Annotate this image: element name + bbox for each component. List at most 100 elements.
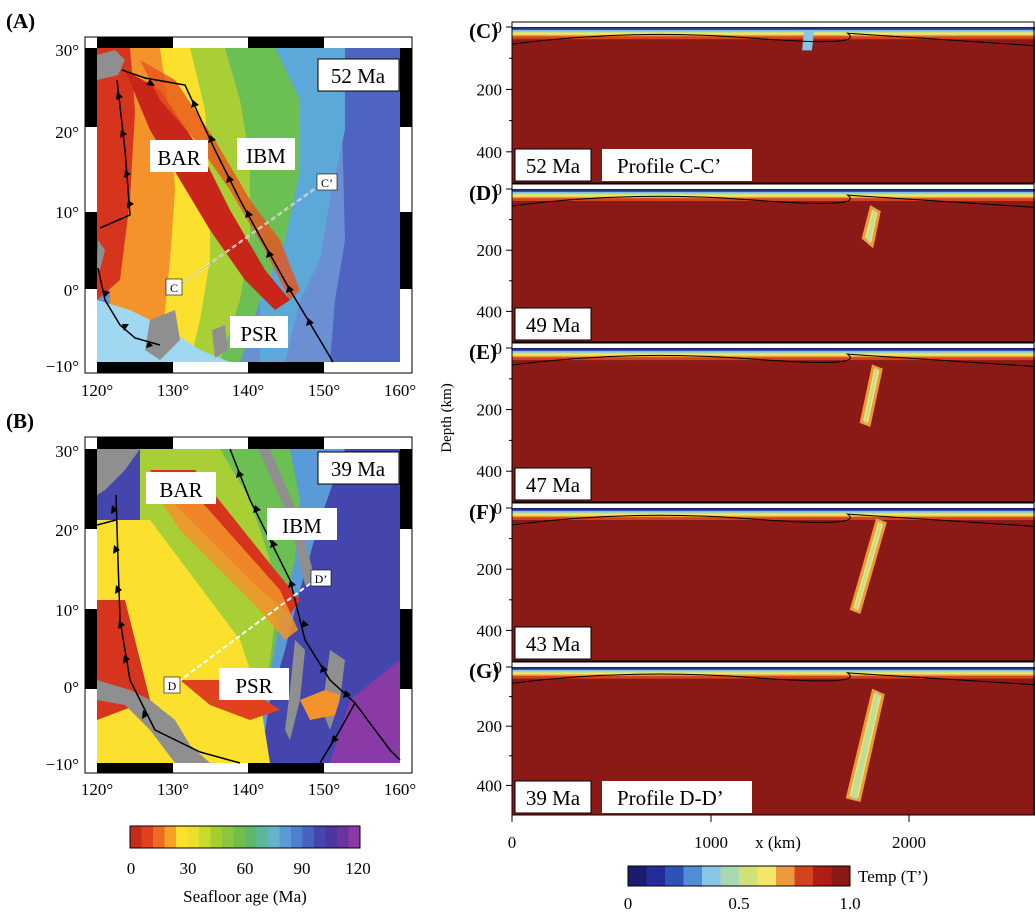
- panel-a-label-ibm: IBM: [246, 144, 286, 168]
- lithosphere-band: [512, 31, 1035, 35]
- temp-swatch: [628, 866, 647, 886]
- profile-title-box: [602, 781, 752, 813]
- age-colorbar: 0 30 60 90 120 Seafloor age (Ma): [127, 825, 371, 906]
- svg-text:0: 0: [508, 833, 517, 852]
- svg-text:30: 30: [180, 859, 197, 878]
- slab-core: [850, 690, 881, 801]
- svg-text:30°: 30°: [55, 41, 79, 60]
- svg-text:150°: 150°: [308, 381, 340, 400]
- profile-x-ticks: 0 1000 2000: [508, 815, 926, 852]
- svg-text:140°: 140°: [232, 780, 264, 799]
- lithosphere-band: [512, 509, 1035, 513]
- panel-a-frame-ticks: [85, 37, 412, 373]
- profile-age: 52 Ma: [526, 154, 581, 178]
- profile-letter: (D): [469, 181, 498, 205]
- svg-text:30°: 30°: [55, 442, 79, 461]
- age-swatch: [130, 826, 142, 848]
- age-swatch: [222, 826, 234, 848]
- profile-title: Profile C-C’: [617, 154, 721, 178]
- age-swatch: [314, 826, 326, 848]
- age-swatch: [348, 826, 361, 848]
- lithosphere-band: [512, 354, 1035, 358]
- temp-swatch: [776, 866, 795, 886]
- isotherm-line: [511, 513, 1035, 527]
- lithosphere-band: [512, 511, 1035, 514]
- age-swatch: [187, 826, 200, 848]
- temp-colorbar-label: Temp (T’): [858, 867, 928, 886]
- svg-text:130°: 130°: [157, 780, 189, 799]
- panel-b-frame-ticks: [85, 437, 412, 773]
- profile-age-box: [514, 780, 592, 814]
- temp-swatch: [683, 866, 703, 886]
- lithosphere-band: [512, 672, 1035, 676]
- profile-letter: (F): [469, 500, 496, 524]
- lithosphere-band: [512, 36, 1035, 40]
- depth-tick-label: 400: [477, 143, 503, 162]
- profile-age-box: [514, 148, 592, 182]
- profile-age: 39 Ma: [526, 786, 581, 810]
- svg-text:160°: 160°: [384, 780, 416, 799]
- age-swatch: [164, 826, 177, 848]
- temp-swatch: [646, 866, 666, 886]
- svg-text:20°: 20°: [55, 521, 79, 540]
- age-swatch: [325, 826, 338, 848]
- panel-b-profile-line: [177, 579, 316, 683]
- profile-panel-1: 0 200 400 (C) 52 Ma Profile C-C’: [469, 18, 1035, 184]
- profile-age-box: [514, 307, 592, 341]
- svg-text:140°: 140°: [232, 381, 264, 400]
- isotherm-line: [511, 672, 1035, 686]
- lithosphere-band: [512, 190, 1035, 194]
- age-swatch: [233, 826, 246, 848]
- lithosphere-band: [512, 196, 1035, 200]
- profile-age-box: [514, 467, 592, 501]
- panel-b-letter: (B): [6, 409, 34, 433]
- profile-panel-5: 0 200 400 (G) 39 Ma Profile D-D’: [469, 658, 1035, 816]
- panel-a: (A): [6, 9, 416, 400]
- panel-b-profile-end: D’: [315, 572, 328, 586]
- subduction-initiation: [802, 30, 814, 51]
- age-swatch: [199, 826, 211, 848]
- lithosphere-band: [512, 357, 1035, 361]
- svg-text:0: 0: [127, 859, 136, 878]
- profile-depth-label: Depth (km): [439, 383, 455, 453]
- panel-a-label-psr: PSR: [240, 322, 277, 346]
- lithosphere-band: [512, 27, 1035, 30]
- depth-tick-label: 400: [477, 462, 503, 481]
- svg-text:1.0: 1.0: [839, 894, 860, 913]
- profile-frame: [511, 502, 1035, 662]
- profile-letter: (E): [469, 340, 497, 364]
- depth-tick-label: 400: [477, 302, 503, 321]
- lithosphere-band: [512, 193, 1035, 197]
- panel-a-lon-ticks: 120° 130° 140° 150° 160°: [81, 381, 416, 400]
- panel-a-trench-teeth: [103, 79, 314, 348]
- panel-b-lon-ticks: 120° 130° 140° 150° 160°: [81, 780, 416, 799]
- lithosphere-band: [512, 675, 1035, 679]
- depth-tick-label: 400: [477, 776, 503, 795]
- temp-colorbar-swatches: [628, 866, 851, 886]
- depth-tick-label: 400: [477, 621, 503, 640]
- panel-b-label-psr: PSR: [235, 674, 272, 698]
- panel-a-profile-start: C: [170, 281, 178, 295]
- age-swatch: [245, 826, 257, 848]
- temp-colorbar: 0 0.5 1.0 Temp (T’): [624, 865, 928, 913]
- depth-tick-label: 200: [477, 241, 503, 260]
- temp-swatch: [757, 866, 777, 886]
- age-swatch: [153, 826, 165, 848]
- panel-a-letter: (A): [6, 9, 35, 33]
- age-swatch: [279, 826, 292, 848]
- profile-title: Profile D-D’: [617, 786, 724, 810]
- svg-text:90: 90: [294, 859, 311, 878]
- temp-swatch: [702, 866, 721, 886]
- isotherm-line: [511, 353, 1035, 367]
- lithosphere-band: [512, 352, 1035, 356]
- age-swatch: [141, 826, 154, 848]
- lithosphere-band: [512, 192, 1035, 195]
- panel-a-profile-end: C’: [321, 176, 333, 190]
- depth-tick-label: 200: [477, 401, 503, 420]
- svg-text:0: 0: [624, 894, 633, 913]
- slab-core: [864, 366, 879, 425]
- age-swatch: [256, 826, 269, 848]
- panel-b-label-ibm: IBM: [282, 514, 322, 538]
- profile-frame: [511, 21, 1035, 184]
